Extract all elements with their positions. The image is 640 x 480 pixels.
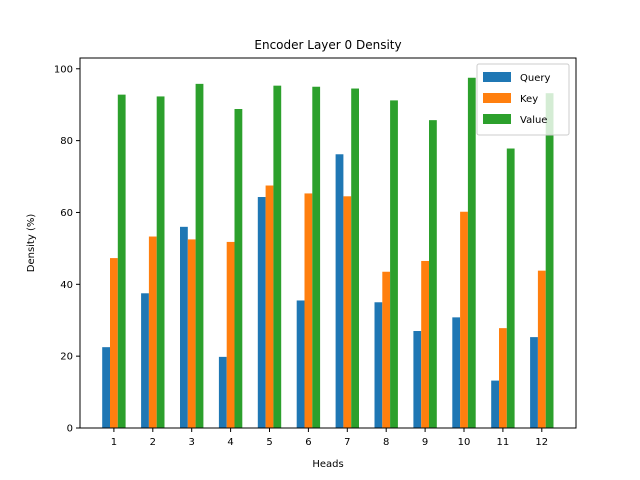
x-tick-label: 9: [422, 437, 428, 448]
bar-key-head-1: [110, 258, 118, 428]
x-axis-ticks: 1 2 3 4 5 6 7 8 9 10 11 12: [111, 428, 548, 448]
bar-query-head-4: [218, 356, 227, 428]
x-axis-label: Heads: [312, 459, 343, 470]
x-tick-label: 4: [227, 437, 233, 448]
bar-key-head-3: [187, 239, 196, 428]
x-tick-label: 8: [383, 437, 389, 448]
bar-query-head-10: [452, 317, 461, 428]
y-axis-ticks: 0 20 40 60 80 100: [54, 64, 80, 435]
chart-title: Encoder Layer 0 Density: [254, 38, 401, 52]
legend: Query Key Value: [476, 63, 570, 136]
bar-value-head-8: [390, 100, 398, 428]
bar-key-head-4: [226, 241, 235, 428]
bars-layer: [102, 77, 554, 429]
legend-label-key: Key: [520, 94, 538, 105]
bar-key-head-5: [265, 185, 274, 428]
y-tick-label: 80: [60, 136, 73, 147]
bar-value-head-9: [429, 120, 437, 429]
x-tick-label: 11: [497, 437, 510, 448]
bar-query-head-11: [491, 380, 499, 428]
y-tick-label: 0: [67, 424, 73, 435]
x-tick-label: 2: [150, 437, 156, 448]
bar-value-head-11: [506, 148, 515, 428]
plot-frame: [79, 57, 577, 429]
bar-query-head-3: [180, 226, 188, 428]
bar-query-head-2: [141, 293, 149, 428]
bar-query-head-6: [296, 300, 305, 428]
x-tick-label: 7: [344, 437, 350, 448]
bar-value-head-10: [467, 77, 476, 428]
y-tick-label: 20: [60, 352, 73, 363]
bar-key-head-12: [537, 270, 546, 428]
bar-value-head-3: [195, 83, 204, 429]
bar-query-head-8: [374, 302, 383, 428]
bar-key-head-2: [148, 236, 157, 428]
legend-label-value: Value: [520, 115, 547, 126]
y-tick-label: 60: [60, 208, 73, 219]
bar-query-head-5: [257, 197, 266, 428]
legend-swatch-query: [483, 72, 511, 82]
x-tick-label: 5: [266, 437, 272, 448]
bar-value-head-7: [351, 88, 359, 428]
y-axis-label: Density (%): [26, 214, 37, 273]
bar-value-head-1: [117, 94, 126, 428]
bar-key-head-8: [382, 271, 391, 428]
x-tick-label: 6: [305, 437, 311, 448]
y-tick-label: 40: [60, 280, 73, 291]
bar-key-head-6: [304, 193, 313, 428]
x-tick-label: 10: [458, 437, 471, 448]
bar-query-head-9: [413, 331, 422, 428]
x-tick-label: 12: [535, 437, 548, 448]
bar-query-head-7: [335, 154, 344, 428]
bar-query-head-12: [530, 337, 538, 428]
bar-value-head-4: [234, 109, 243, 428]
bar-value-head-12: [545, 93, 554, 428]
bar-value-head-5: [273, 85, 282, 428]
bar-key-head-9: [421, 260, 429, 428]
bar-key-head-11: [499, 328, 507, 428]
legend-swatch-value: [483, 114, 511, 124]
x-tick-label: 3: [189, 437, 195, 448]
bar-key-head-10: [460, 211, 468, 428]
legend-swatch-key: [483, 93, 511, 103]
bar-value-head-6: [312, 86, 321, 429]
bar-key-head-7: [343, 196, 352, 428]
bar-value-head-2: [156, 96, 165, 428]
legend-label-query: Query: [520, 73, 550, 84]
x-tick-label: 1: [111, 437, 117, 448]
y-tick-label: 100: [54, 64, 73, 75]
bar-query-head-1: [102, 347, 110, 428]
